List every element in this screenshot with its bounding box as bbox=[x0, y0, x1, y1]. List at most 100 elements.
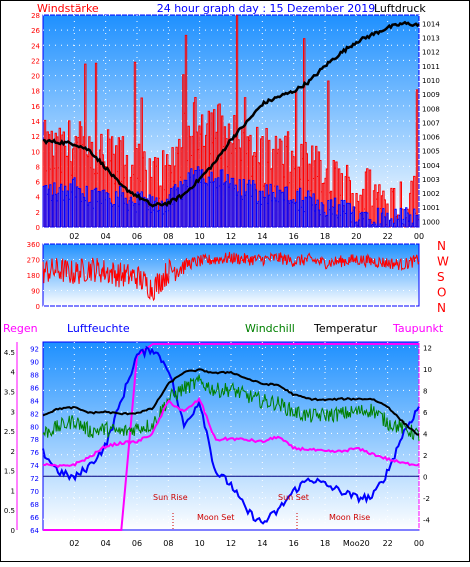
humidity-tick-label: 84 bbox=[30, 397, 39, 405]
pressure-tick-label: 1000 bbox=[422, 218, 440, 226]
time-tick-label: 18 bbox=[320, 232, 330, 241]
wind-tick-label: 20 bbox=[31, 73, 40, 81]
time-tick-label: 12 bbox=[226, 539, 236, 548]
time-tick-label: 00 bbox=[414, 539, 424, 548]
temperature-panel-background bbox=[42, 341, 420, 531]
chart-title: 24 hour graph day : 15 Dezember 2019 bbox=[157, 2, 376, 15]
temperature-tick-label: -4 bbox=[423, 516, 431, 524]
pressure-tick-label: 1010 bbox=[422, 77, 440, 85]
time-tick-label: 02 bbox=[69, 539, 79, 548]
wind-speed-series bbox=[42, 166, 420, 228]
humidity-series bbox=[42, 345, 420, 525]
wind-tick-label: 16 bbox=[31, 103, 40, 111]
rain-tick-label: 2 bbox=[11, 448, 15, 456]
pressure-series bbox=[42, 20, 420, 208]
wind-panel-time-ticks: 02 04 06 08 10 12 14 16 18 20 22 00 bbox=[69, 232, 424, 241]
dewpoint-label: Taupunkt bbox=[392, 322, 444, 335]
wind-tick-label: 0 bbox=[36, 224, 40, 232]
humidity-tick-label: 74 bbox=[30, 462, 39, 470]
compass-label: N bbox=[437, 301, 446, 315]
moon-set-label: Moon Set bbox=[197, 513, 234, 522]
pressure-tick-label: 1013 bbox=[422, 35, 440, 43]
pressure-tick-label: 1008 bbox=[422, 105, 440, 113]
temperature-label: Temperatur bbox=[313, 322, 378, 335]
humidity-tick-label: 92 bbox=[30, 345, 39, 353]
temperature-panel-grid bbox=[43, 342, 420, 530]
time-tick-label: 18 bbox=[320, 539, 330, 548]
rain-tick-label: 1.5 bbox=[4, 468, 15, 476]
wind-tick-label: 2 bbox=[36, 209, 40, 217]
dewpoint-series bbox=[42, 396, 420, 469]
time-tick-label: 02 bbox=[69, 232, 79, 241]
wind-tick-label: 18 bbox=[31, 88, 40, 96]
time-tick-label: 06 bbox=[132, 232, 142, 241]
time-tick-label: 00 bbox=[414, 232, 424, 241]
direction-panel-marks bbox=[42, 251, 420, 302]
pressure-tick-label: 1004 bbox=[422, 162, 440, 170]
wind-tick-label: 14 bbox=[31, 118, 40, 126]
rain-tick-label: 3.5 bbox=[4, 388, 15, 396]
wind-tick-label: 22 bbox=[31, 57, 40, 65]
direction-tick-label: 270 bbox=[27, 257, 40, 265]
time-tick-label: 22 bbox=[383, 539, 393, 548]
sun-set-label: Sun Set bbox=[278, 493, 309, 502]
time-tick-label: 08 bbox=[163, 232, 173, 241]
time-tick-label: 10 bbox=[195, 539, 205, 548]
temperature-series bbox=[42, 368, 420, 436]
direction-tick-label: 0 bbox=[36, 303, 40, 311]
direction-tick-label: 180 bbox=[27, 272, 40, 280]
windchill-label: Windchill bbox=[245, 322, 295, 335]
wind-tick-label: 8 bbox=[36, 163, 40, 171]
compass-label: W bbox=[437, 255, 449, 269]
pressure-axis-ticks: 1000 1001 1002 1003 1004 1005 1006 1007 1008 1009… bbox=[422, 20, 440, 226]
humidity-tick-label: 76 bbox=[30, 449, 39, 457]
compass-label: S bbox=[437, 270, 445, 284]
temperature-tick-label: 12 bbox=[423, 344, 432, 352]
temperature-tick-label: 10 bbox=[423, 366, 432, 374]
pressure-tick-label: 1002 bbox=[422, 190, 440, 198]
time-tick-label: 20 bbox=[351, 232, 361, 241]
pressure-tick-label: 1014 bbox=[422, 20, 440, 28]
wind-tick-label: 4 bbox=[36, 194, 41, 202]
temperature-axis-ticks: -4 -2 0 2 4 6 8 10 12 bbox=[423, 344, 432, 524]
wind-tick-label: 26 bbox=[31, 27, 40, 35]
time-tick-label: 08 bbox=[163, 539, 173, 548]
time-tick-label: 12 bbox=[226, 232, 236, 241]
direction-axis-ticks: 0 90 180 270 360 bbox=[27, 241, 40, 311]
wind-tick-label: 24 bbox=[31, 42, 40, 50]
humidity-tick-label: 88 bbox=[30, 371, 39, 379]
temperature-panel-time-ticks: 02 04 06 08 10 12 14 16 18 Moo20 22 00 bbox=[69, 539, 424, 548]
compass-label: O bbox=[437, 286, 446, 300]
rain-tick-label: 2.5 bbox=[4, 428, 15, 436]
wind-tick-label: 12 bbox=[31, 133, 40, 141]
windchill-series bbox=[42, 374, 420, 442]
time-tick-label: 14 bbox=[257, 539, 267, 548]
rain-tick-label: 4 bbox=[11, 369, 16, 377]
pressure-tick-label: 1011 bbox=[422, 63, 440, 71]
temperature-tick-label: 8 bbox=[423, 387, 427, 395]
time-tick-label: 04 bbox=[101, 232, 111, 241]
time-tick-label: 14 bbox=[257, 232, 267, 241]
rain-tick-label: 3 bbox=[11, 408, 15, 416]
humidity-tick-label: 66 bbox=[30, 514, 39, 522]
pressure-label: Luftdruck bbox=[374, 2, 426, 15]
pressure-tick-label: 1007 bbox=[422, 119, 440, 127]
time-tick-label: 06 bbox=[132, 539, 142, 548]
humidity-label: Luftfeuchte bbox=[67, 322, 130, 335]
time-tick-label: 16 bbox=[289, 539, 299, 548]
rain-tick-label: 1 bbox=[11, 487, 15, 495]
time-tick-label: 04 bbox=[101, 539, 111, 548]
moon-rise-label: Moon Rise bbox=[329, 513, 370, 522]
rain-series bbox=[43, 343, 419, 531]
time-tick-label: 16 bbox=[289, 232, 299, 241]
temperature-tick-label: -2 bbox=[423, 495, 430, 503]
time-tick-label: Moo20 bbox=[343, 539, 370, 548]
wind-direction-series bbox=[42, 251, 420, 302]
direction-tick-label: 360 bbox=[27, 241, 40, 249]
rain-axis-ticks: 0 0.5 1 1.5 2 2.5 3 3.5 4 4.5 bbox=[4, 349, 16, 535]
humidity-tick-label: 90 bbox=[30, 358, 39, 366]
